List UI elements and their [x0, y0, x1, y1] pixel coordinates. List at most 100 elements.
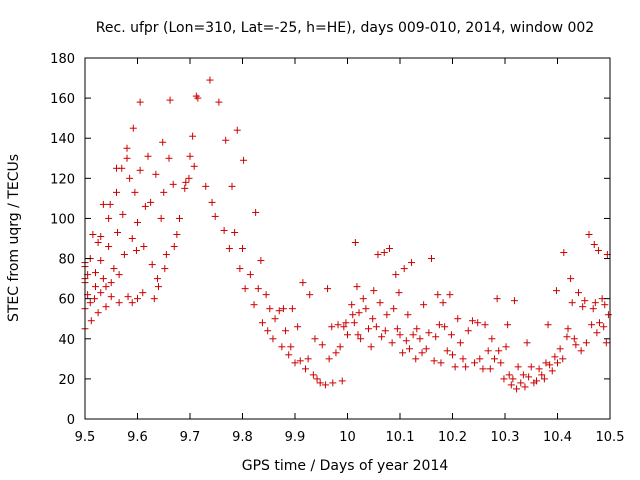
- data-point: [446, 291, 454, 299]
- data-point: [412, 355, 420, 363]
- data-point: [551, 353, 559, 361]
- data-point: [505, 371, 513, 379]
- y-tick-label: 40: [58, 333, 75, 348]
- data-point: [278, 343, 286, 351]
- data-point: [519, 371, 527, 379]
- data-point: [124, 293, 132, 301]
- data-point: [106, 200, 114, 208]
- data-point: [269, 335, 277, 343]
- data-point: [160, 188, 168, 196]
- data-point: [504, 321, 512, 329]
- data-point: [486, 365, 494, 373]
- data-point: [422, 345, 430, 353]
- data-point: [262, 291, 270, 299]
- data-point: [570, 335, 578, 343]
- data-point: [507, 381, 515, 389]
- data-point: [128, 235, 136, 242]
- data-point: [246, 271, 254, 279]
- data-point: [186, 152, 194, 160]
- data-point: [313, 375, 321, 383]
- data-point: [318, 341, 326, 349]
- y-axis-title: STEC from uqrg / TECUs: [6, 154, 22, 322]
- data-point: [240, 156, 248, 164]
- data-point: [579, 303, 587, 311]
- data-point: [474, 319, 482, 327]
- data-point: [435, 321, 443, 329]
- data-point: [119, 210, 127, 218]
- data-point: [514, 363, 522, 371]
- data-point: [181, 184, 189, 192]
- data-point: [439, 299, 447, 307]
- data-point: [399, 349, 407, 357]
- data-point: [479, 365, 487, 373]
- data-point: [113, 188, 120, 196]
- data-point: [294, 323, 302, 331]
- data-point: [443, 347, 451, 355]
- data-point: [324, 285, 332, 293]
- data-point: [502, 343, 510, 351]
- data-point: [476, 355, 484, 363]
- data-point: [157, 214, 165, 222]
- data-point: [90, 295, 98, 303]
- data-point: [291, 359, 299, 367]
- data-point: [525, 373, 533, 381]
- data-point: [404, 311, 412, 319]
- data-point: [535, 365, 543, 373]
- data-point: [328, 323, 336, 331]
- data-point: [564, 325, 572, 333]
- data-point: [155, 283, 162, 291]
- data-point: [552, 287, 560, 295]
- data-point: [554, 359, 561, 367]
- data-point: [169, 180, 177, 188]
- data-point: [365, 325, 372, 333]
- data-point: [288, 305, 296, 313]
- data-point: [329, 379, 337, 387]
- data-point: [509, 375, 517, 383]
- data-point: [132, 247, 140, 255]
- data-point: [432, 333, 440, 341]
- data-point: [527, 363, 535, 371]
- data-point: [316, 379, 324, 387]
- y-tick-labels: 0 20 40 60 80 100 120 140 160 180: [50, 52, 75, 428]
- data-point: [362, 305, 370, 313]
- data-point: [575, 289, 582, 297]
- data-point: [166, 96, 174, 104]
- data-point: [495, 347, 503, 355]
- data-point: [559, 355, 567, 363]
- data-point: [567, 275, 575, 283]
- data-point: [383, 311, 391, 319]
- data-point: [336, 343, 344, 351]
- data-point: [462, 363, 470, 371]
- data-point: [416, 335, 424, 343]
- data-point: [153, 275, 161, 283]
- y-tick-label: 140: [50, 132, 75, 147]
- y-tick-label: 80: [58, 253, 75, 268]
- data-point: [185, 174, 193, 182]
- data-point: [148, 261, 156, 269]
- data-point: [357, 335, 365, 343]
- data-point: [481, 321, 489, 329]
- data-point: [309, 371, 317, 379]
- data-point: [236, 265, 244, 273]
- data-point: [353, 283, 361, 291]
- x-tick-label: 9.6: [127, 430, 148, 445]
- data-point: [370, 287, 378, 295]
- data-point: [228, 182, 236, 190]
- x-tick-label: 10: [339, 430, 356, 445]
- y-tick-label: 180: [50, 52, 75, 67]
- data-point: [428, 255, 435, 263]
- plot-frame: [84, 57, 611, 420]
- data-point: [464, 327, 472, 335]
- data-point: [533, 377, 540, 385]
- data-point: [94, 239, 102, 247]
- data-point: [581, 297, 589, 305]
- data-point: [405, 345, 413, 353]
- data-point: [342, 319, 350, 327]
- data-point: [484, 347, 492, 355]
- data-point: [378, 333, 386, 341]
- data-point: [161, 265, 169, 273]
- data-point: [523, 339, 531, 347]
- data-point: [540, 375, 548, 383]
- data-point: [510, 297, 518, 305]
- data-point: [189, 132, 197, 140]
